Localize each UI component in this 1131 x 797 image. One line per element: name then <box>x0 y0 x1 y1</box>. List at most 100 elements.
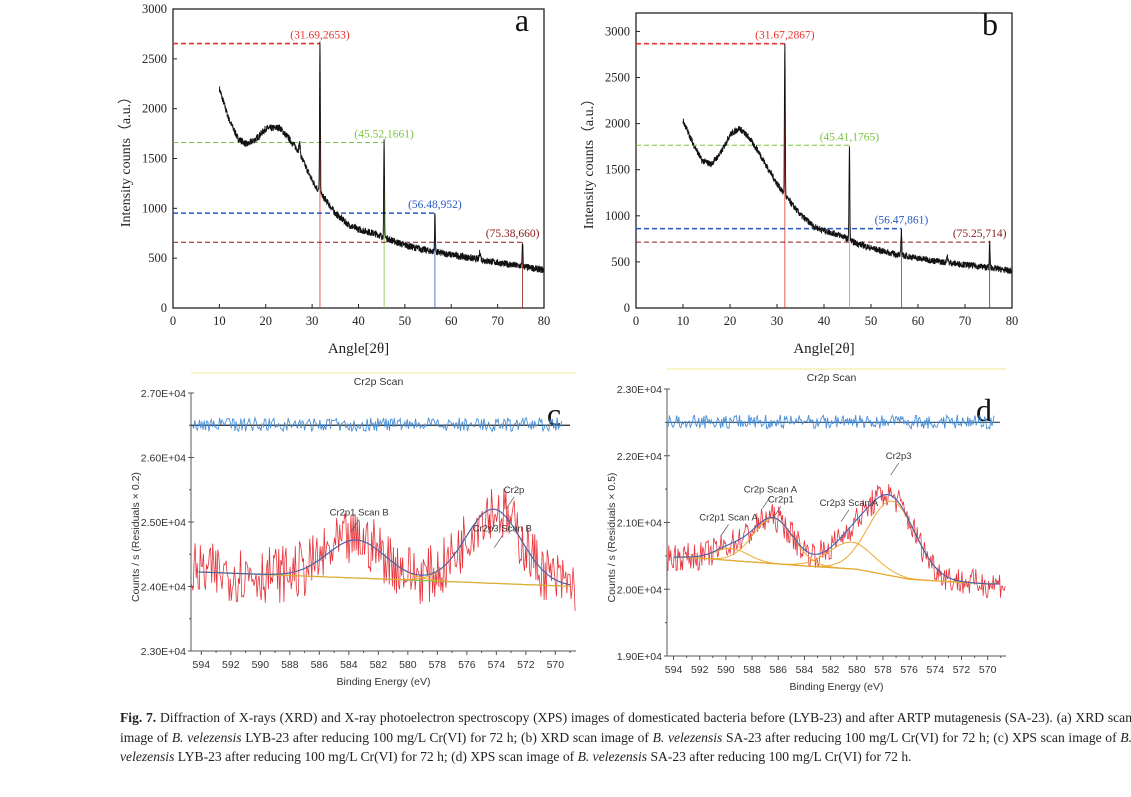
x-tick-label: 0 <box>170 314 176 328</box>
x-tick-label: 592 <box>222 659 240 671</box>
x-tick-label: 580 <box>399 659 417 671</box>
peak-annotation: Cr2p1 <box>768 494 794 505</box>
y-tick-label: 2.10E+04 <box>617 518 662 530</box>
y-tick-label: 3000 <box>142 2 167 16</box>
panel-letter: d <box>976 392 992 428</box>
x-tick-label: 10 <box>677 314 690 328</box>
annotation-leader <box>350 519 360 532</box>
x-axis-label: Binding Energy (eV) <box>337 676 431 688</box>
x-tick-label: 0 <box>633 314 639 328</box>
peak-annotation: Cr2p1 Scan B <box>330 508 389 519</box>
x-tick-label: 588 <box>281 659 299 671</box>
species-name: B. velezensis <box>577 749 648 764</box>
y-tick-label: 2000 <box>142 102 167 116</box>
x-tick-label: 30 <box>771 314 784 328</box>
x-tick-label: 574 <box>488 659 506 671</box>
y-tick-label: 1.90E+04 <box>617 651 662 663</box>
peak-annotation: Cr2p Scan A <box>744 484 798 495</box>
annotation-leader <box>505 496 515 510</box>
y-tick-label: 2.50E+04 <box>141 517 186 529</box>
x-tick-label: 586 <box>769 664 787 676</box>
y-axis-label: Counts / s (Residuals × 0.5) <box>606 473 618 603</box>
peak-annotation: Cr2p3 Scan B <box>473 524 532 535</box>
x-tick-label: 576 <box>900 664 918 676</box>
y-axis-label: Intensity counts（a.u.） <box>118 90 134 227</box>
y-tick-label: 2.00E+04 <box>617 584 662 596</box>
annotation-leader <box>772 506 782 519</box>
x-tick-label: 580 <box>848 664 866 676</box>
caption-segment: LYB-23 after reducing 100 mg/L Cr(VI) fo… <box>241 729 653 745</box>
annotation-leader <box>762 496 771 509</box>
x-tick-label: 60 <box>912 314 925 328</box>
y-tick-label: 1000 <box>142 201 167 215</box>
x-tick-label: 578 <box>874 664 892 676</box>
y-tick-label: 2.40E+04 <box>141 582 186 594</box>
y-tick-label: 2000 <box>605 117 630 131</box>
y-tick-label: 2.70E+04 <box>141 388 186 400</box>
species-name: B. velezensis <box>120 729 1131 765</box>
y-tick-label: 0 <box>161 301 167 315</box>
x-tick-label: 30 <box>306 314 319 328</box>
peak-annotation: Cr2p1 Scan A <box>699 512 758 523</box>
x-tick-label: 586 <box>311 659 329 671</box>
panel-letter: b <box>982 6 998 42</box>
peak-label: (45.52,1661) <box>354 128 414 140</box>
x-tick-label: 582 <box>370 659 388 671</box>
x-tick-label: 584 <box>340 659 358 671</box>
x-tick-label: 576 <box>458 659 476 671</box>
chart-title: Cr2p Scan <box>354 376 404 388</box>
peak-label: (56.47,861) <box>875 215 929 227</box>
peak-annotation: Cr2p <box>504 485 525 496</box>
fit-envelope-line <box>673 494 1000 585</box>
x-axis-label: Binding Energy (eV) <box>790 681 884 693</box>
annotation-leader <box>890 462 899 476</box>
x-tick-label: 70 <box>959 314 972 328</box>
x-tick-label: 40 <box>818 314 831 328</box>
species-name: B. velezensis <box>171 729 242 745</box>
peak-annotation: Cr2p3 <box>886 451 912 462</box>
y-axis-label: Counts / s (Residuals × 0.2) <box>130 472 142 602</box>
fit-envelope-line <box>198 508 571 586</box>
x-tick-label: 578 <box>429 659 447 671</box>
x-tick-label: 588 <box>743 664 761 676</box>
fit-component-line <box>673 517 1000 585</box>
chart-title: Cr2p Scan <box>807 372 857 384</box>
x-tick-label: 570 <box>979 664 997 676</box>
x-axis-label: Angle[2θ] <box>328 341 389 357</box>
y-tick-label: 0 <box>624 301 630 315</box>
caption-text: Diffraction of X-rays (XRD) and X-ray ph… <box>120 710 1131 764</box>
y-tick-label: 1500 <box>605 163 630 177</box>
x-tick-label: 574 <box>927 664 945 676</box>
caption-segment: Diffraction of X-rays (XRD) and X-ray ph… <box>120 710 1131 745</box>
caption-segment: SA-23 after reducing 100 mg/L Cr(VI) for… <box>647 749 912 764</box>
peak-label: (45.41,1765) <box>820 131 880 143</box>
x-tick-label: 594 <box>193 659 211 671</box>
peak-label: (31.67,2867) <box>755 30 815 42</box>
x-axis-label: Angle[2θ] <box>793 341 854 357</box>
y-tick-label: 1000 <box>605 209 630 223</box>
chart-panel-b: b 0 10 20 30 40 50 60 70 80 0 500 1000 1500 2000 2500 30… <box>581 6 1018 357</box>
y-tick-label: 500 <box>148 251 167 265</box>
y-tick-label: 2500 <box>142 52 167 66</box>
y-tick-label: 2.30E+04 <box>617 384 662 396</box>
figure-7: a0 10 20 30 40 50 60 70 800500100015002000250030… <box>118 2 1018 693</box>
xrd-pattern-line <box>218 41 545 274</box>
x-tick-label: 570 <box>547 659 565 671</box>
peak-label: (75.38,660) <box>486 228 540 240</box>
caption-label: Fig. 7. <box>120 710 157 725</box>
peak-label: (75.25,714) <box>953 228 1007 240</box>
xrd-pattern-line <box>682 43 1013 274</box>
panel-letter: a <box>515 2 529 38</box>
y-tick-label: 500 <box>611 255 630 269</box>
residual-line <box>667 413 995 430</box>
y-tick-label: 3000 <box>605 24 630 38</box>
figure-caption: Fig. 7. Diffraction of X-rays (XRD) and … <box>120 708 1131 767</box>
x-tick-label: 50 <box>865 314 878 328</box>
annotation-leader <box>840 509 850 523</box>
x-tick-label: 582 <box>822 664 840 676</box>
x-tick-label: 80 <box>1006 314 1019 328</box>
y-tick-label: 2500 <box>605 71 630 85</box>
x-tick-label: 572 <box>953 664 971 676</box>
x-tick-label: 70 <box>491 314 504 328</box>
